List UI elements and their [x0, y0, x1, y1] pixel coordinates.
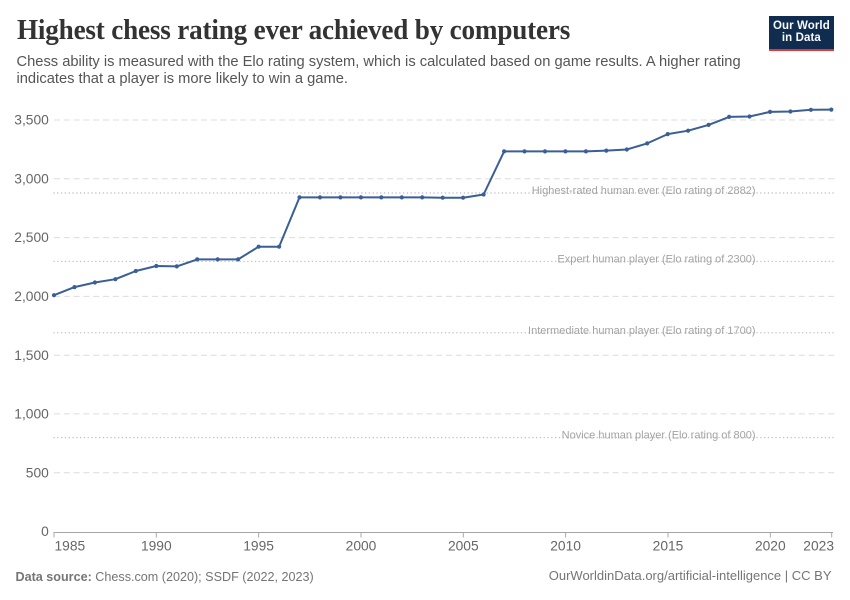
svg-text:1985: 1985 [55, 539, 86, 554]
svg-text:Highest-rated human ever (Elo: Highest-rated human ever (Elo rating of … [532, 185, 756, 197]
svg-text:1995: 1995 [243, 539, 274, 554]
svg-text:Novice human player (Elo ratin: Novice human player (Elo rating of 800) [562, 430, 756, 442]
svg-text:2023: 2023 [803, 539, 834, 554]
svg-text:Expert human player (Elo ratin: Expert human player (Elo rating of 2300) [557, 253, 755, 265]
svg-text:2010: 2010 [550, 539, 581, 554]
svg-text:2005: 2005 [448, 539, 479, 554]
svg-text:1,000: 1,000 [14, 407, 49, 422]
svg-text:1,500: 1,500 [14, 348, 49, 363]
svg-text:2,500: 2,500 [14, 230, 49, 245]
svg-text:500: 500 [26, 465, 49, 480]
svg-text:2020: 2020 [755, 539, 786, 554]
svg-text:3,500: 3,500 [14, 113, 49, 128]
svg-text:1990: 1990 [141, 539, 172, 554]
svg-text:2000: 2000 [346, 539, 377, 554]
svg-text:0: 0 [41, 524, 49, 539]
svg-text:Intermediate human player (Elo: Intermediate human player (Elo rating of… [528, 325, 755, 337]
svg-text:2,000: 2,000 [14, 289, 49, 304]
svg-text:2015: 2015 [653, 539, 684, 554]
svg-text:3,000: 3,000 [14, 171, 49, 186]
